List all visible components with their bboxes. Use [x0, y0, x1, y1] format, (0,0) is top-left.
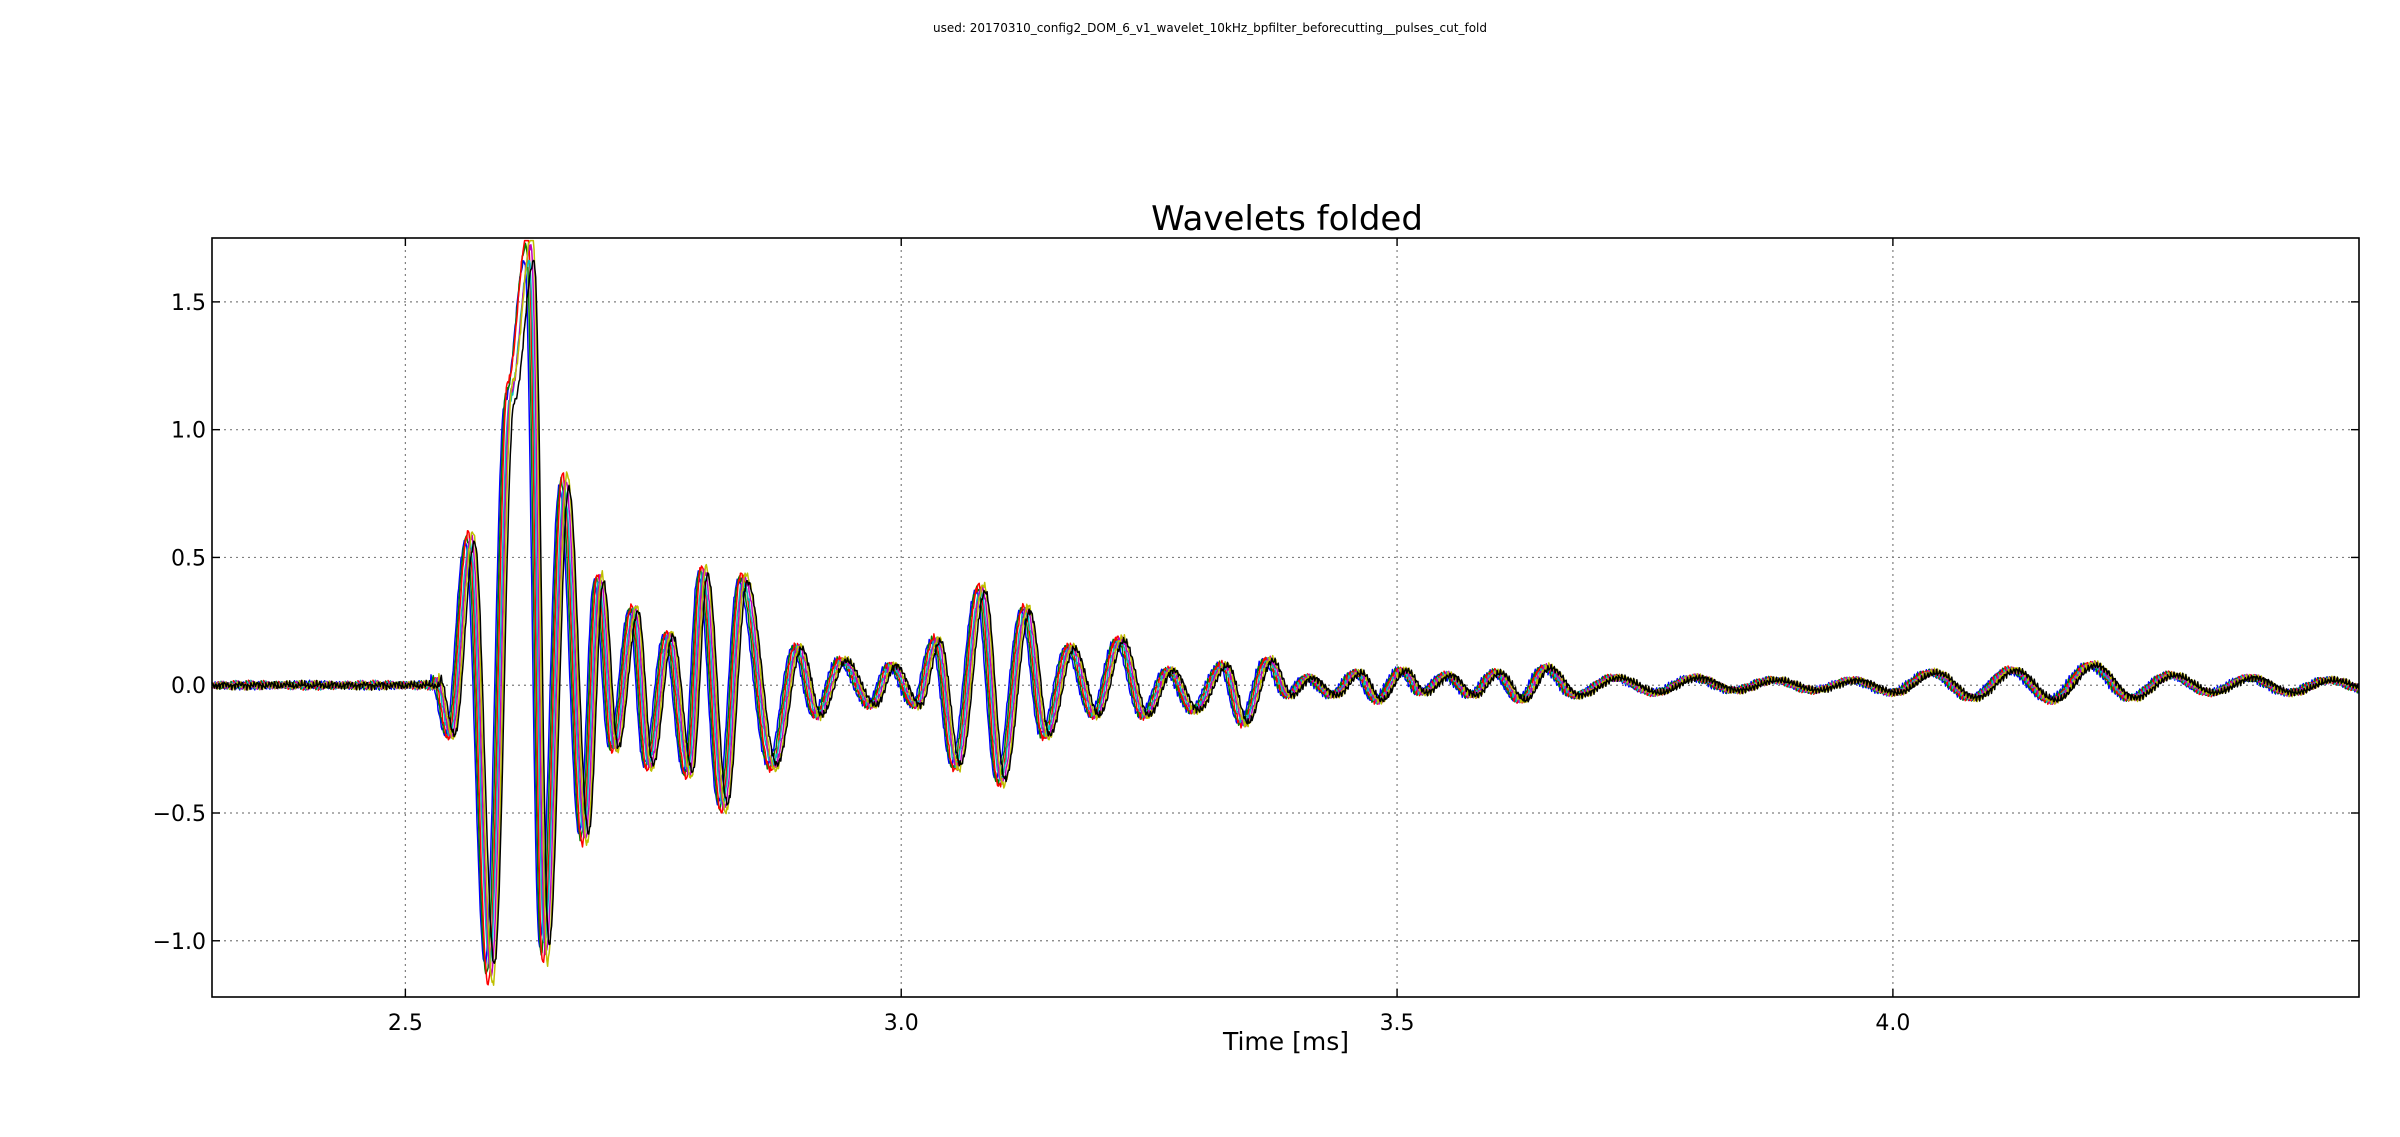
- x-tick-label: 3.0: [884, 1011, 919, 1036]
- grid-lines: [212, 238, 2359, 997]
- axis-ticks: 2.5 3.0 3.5 4.0 −1.0 −0.5 0.0 0.5 1.0 1.5: [153, 238, 2359, 1036]
- wavelet-trace-7: [211, 259, 2360, 964]
- chart-title: Wavelets folded: [1151, 199, 1423, 239]
- x-tick-label: 4.0: [1875, 1011, 1910, 1036]
- x-tick-label: 3.5: [1380, 1011, 1415, 1036]
- y-tick-label: 0.5: [171, 546, 206, 571]
- x-tick-label: 2.5: [388, 1011, 423, 1036]
- y-tick-label: 1.5: [171, 291, 206, 316]
- y-tick-label: −1.0: [153, 930, 206, 955]
- wavelet-traces: [211, 239, 2360, 986]
- y-tick-label: −0.5: [153, 802, 206, 827]
- axes-frame: [211, 237, 2360, 998]
- y-tick-label: 0.0: [171, 674, 206, 699]
- y-tick-label: 1.0: [171, 419, 206, 444]
- figure-suptitle: used: 20170310_config2_DOM_6_v1_wavelet_…: [933, 21, 1487, 35]
- x-axis-label: Time [ms]: [1222, 1027, 1349, 1056]
